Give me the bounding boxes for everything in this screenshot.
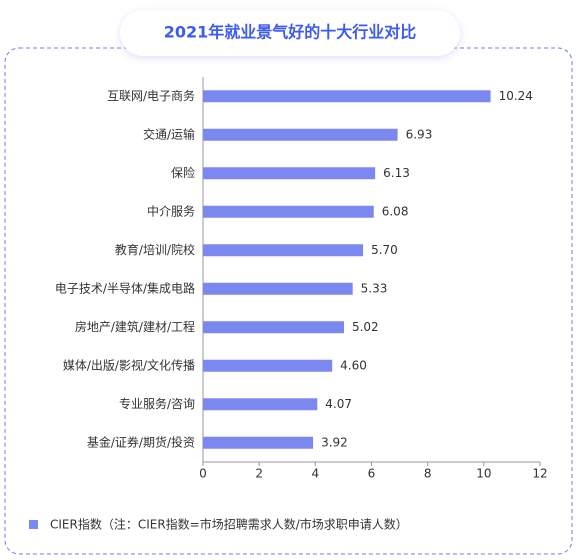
bar bbox=[203, 128, 398, 141]
x-tick-label: 10 bbox=[476, 467, 491, 481]
y-tick-label: 专业服务/咨询 bbox=[119, 396, 195, 411]
bar bbox=[203, 167, 376, 180]
value-label: 5.70 bbox=[371, 243, 398, 257]
bar bbox=[203, 90, 491, 103]
y-tick-label: 中介服务 bbox=[147, 203, 195, 218]
y-tick-label: 基金/证券/期货/投资 bbox=[87, 434, 195, 449]
x-tick-label: 6 bbox=[368, 467, 376, 481]
bar bbox=[203, 205, 374, 218]
title-pill bbox=[120, 10, 460, 56]
bar bbox=[203, 398, 318, 411]
value-label: 6.13 bbox=[383, 166, 410, 180]
value-label: 4.60 bbox=[340, 358, 367, 372]
y-tick-label: 媒体/出版/影视/文化传播 bbox=[63, 357, 195, 372]
x-tick-label: 12 bbox=[532, 467, 547, 481]
y-tick-label: 房地产/建筑/建材/工程 bbox=[75, 319, 195, 334]
value-label: 6.93 bbox=[406, 127, 433, 141]
value-label: 10.24 bbox=[499, 89, 533, 103]
value-label: 4.07 bbox=[325, 397, 352, 411]
value-label: 3.92 bbox=[321, 435, 348, 449]
y-tick-label: 教育/培训/院校 bbox=[115, 242, 195, 257]
y-tick-label: 互联网/电子商务 bbox=[107, 88, 195, 103]
value-label: 6.08 bbox=[382, 204, 409, 218]
y-tick-label: 交通/运输 bbox=[143, 126, 195, 141]
bar bbox=[203, 244, 364, 257]
bar bbox=[203, 321, 344, 334]
y-tick-label: 保险 bbox=[171, 165, 195, 180]
bar bbox=[203, 359, 333, 372]
bar bbox=[203, 282, 353, 295]
x-tick-label: 4 bbox=[312, 467, 320, 481]
x-tick-label: 2 bbox=[255, 467, 263, 481]
x-tick-label: 8 bbox=[424, 467, 432, 481]
bar bbox=[203, 436, 314, 449]
y-tick-label: 电子技术/半导体/集成电路 bbox=[55, 280, 195, 295]
chart-title: 2021年就业景气好的十大行业对比 bbox=[164, 23, 417, 42]
value-label: 5.02 bbox=[352, 320, 379, 334]
value-label: 5.33 bbox=[361, 281, 388, 295]
x-tick-label: 0 bbox=[199, 467, 207, 481]
legend-label: CIER指数（注：CIER指数=市场招聘需求人数/市场求职申请人数） bbox=[50, 517, 408, 532]
legend-swatch bbox=[29, 520, 38, 529]
